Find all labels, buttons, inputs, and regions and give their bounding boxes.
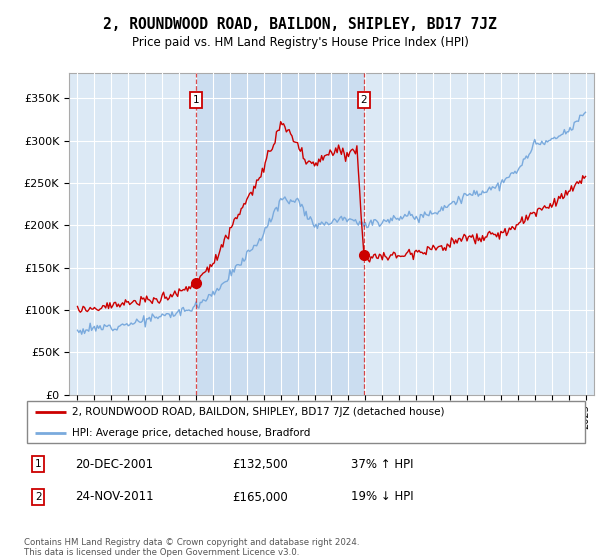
Text: 24-NOV-2011: 24-NOV-2011 xyxy=(75,491,154,503)
Text: 2, ROUNDWOOD ROAD, BAILDON, SHIPLEY, BD17 7JZ: 2, ROUNDWOOD ROAD, BAILDON, SHIPLEY, BD1… xyxy=(103,17,497,32)
Text: 2, ROUNDWOOD ROAD, BAILDON, SHIPLEY, BD17 7JZ (detached house): 2, ROUNDWOOD ROAD, BAILDON, SHIPLEY, BD1… xyxy=(72,407,445,417)
Text: Price paid vs. HM Land Registry's House Price Index (HPI): Price paid vs. HM Land Registry's House … xyxy=(131,36,469,49)
Text: 20-DEC-2001: 20-DEC-2001 xyxy=(75,458,153,470)
Text: Contains HM Land Registry data © Crown copyright and database right 2024.
This d: Contains HM Land Registry data © Crown c… xyxy=(24,538,359,557)
Text: £165,000: £165,000 xyxy=(233,491,289,503)
Text: HPI: Average price, detached house, Bradford: HPI: Average price, detached house, Brad… xyxy=(72,428,310,438)
FancyBboxPatch shape xyxy=(27,401,585,444)
Text: 2: 2 xyxy=(35,492,41,502)
Text: 1: 1 xyxy=(35,459,41,469)
Bar xyxy=(196,73,364,395)
Text: 37% ↑ HPI: 37% ↑ HPI xyxy=(351,458,413,470)
Text: £132,500: £132,500 xyxy=(233,458,289,470)
Text: 19% ↓ HPI: 19% ↓ HPI xyxy=(351,491,414,503)
Text: 2: 2 xyxy=(361,95,367,105)
Text: 1: 1 xyxy=(193,95,199,105)
